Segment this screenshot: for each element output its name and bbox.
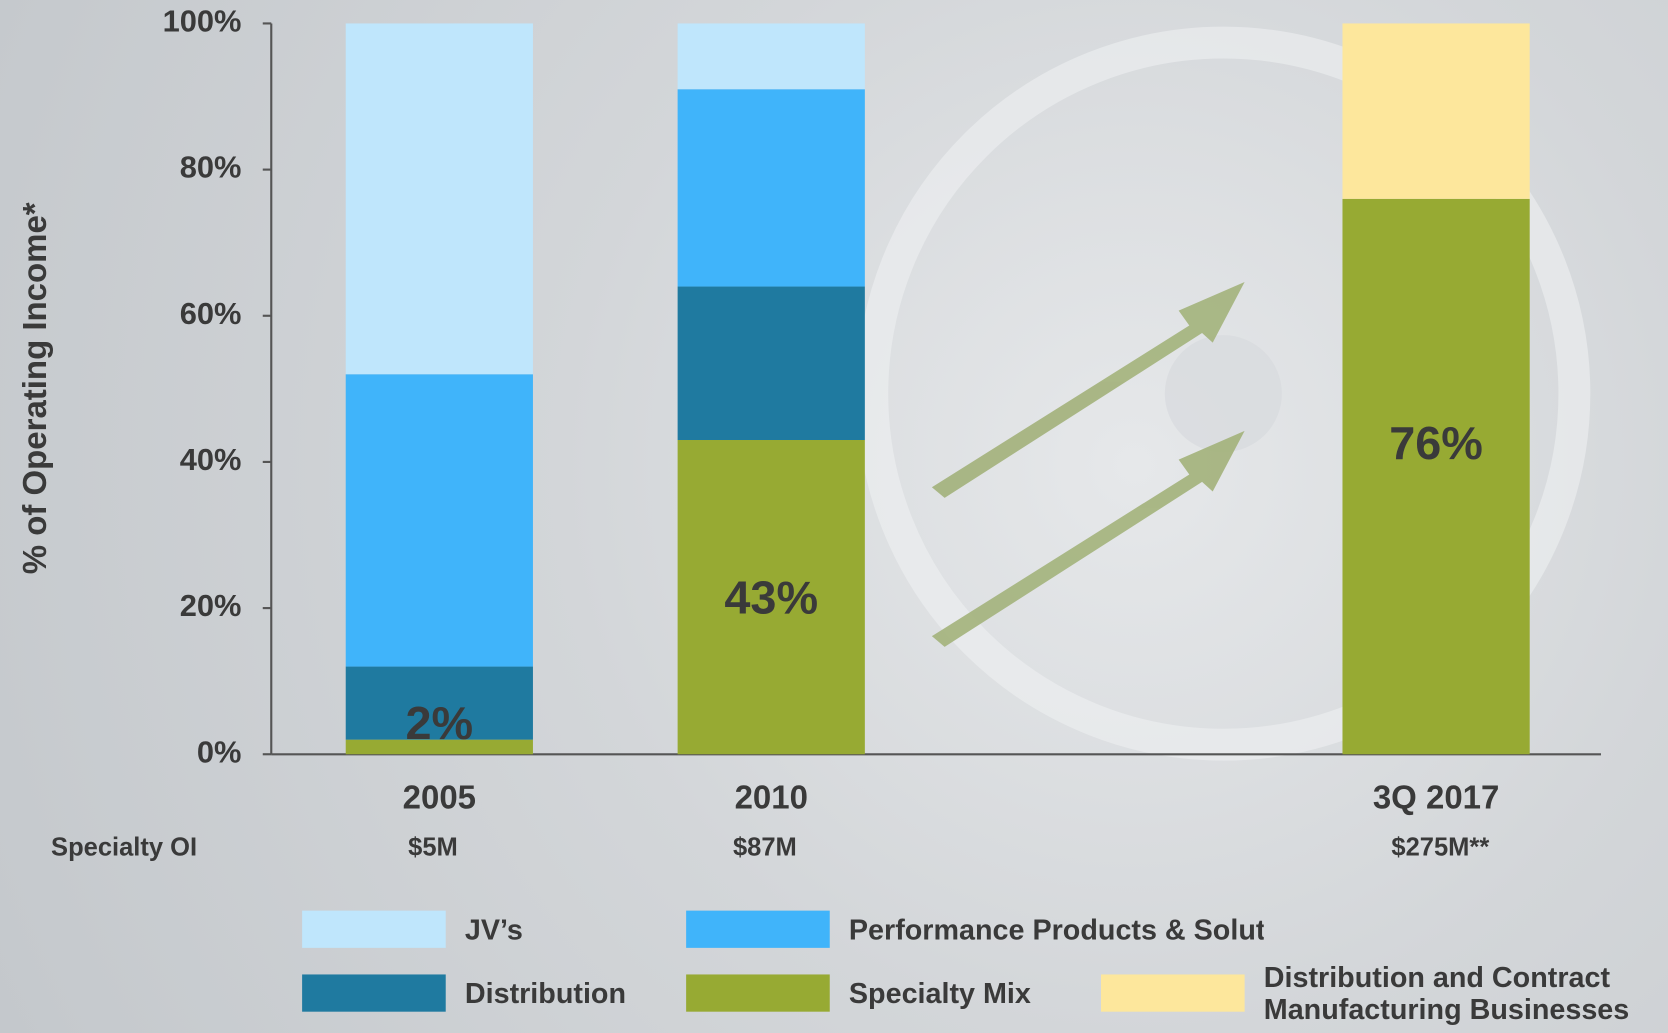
legend-swatch: [1101, 974, 1245, 1012]
legend-entry: JV’s: [464, 913, 523, 946]
bar-segment: [345, 374, 533, 667]
bar-segment: [677, 440, 865, 755]
specialty-oi: $275M**: [1391, 834, 1489, 862]
legend-label: Distribution and Contract Manufacturing …: [1263, 961, 1630, 1026]
y-tick-label: 20%: [180, 588, 242, 623]
x-tick-label: 2010: [735, 779, 808, 816]
arrow: [931, 281, 1245, 498]
value-label: 76%: [1389, 417, 1483, 469]
x-tick-label: 2005: [403, 779, 476, 816]
legend-entry: Specialty Mix: [848, 977, 1031, 1010]
legend-swatch: [302, 974, 446, 1012]
legend-label: Performance Products & Solutions: [848, 913, 1264, 946]
value-label: 43%: [724, 571, 818, 623]
background-compass-hub: [1164, 335, 1282, 453]
background-compass: [856, 26, 1591, 761]
arrow: [931, 430, 1245, 647]
legend-swatch: [302, 910, 446, 948]
legend-entry: Distribution: [464, 977, 627, 1010]
y-tick-label: 0%: [197, 734, 242, 769]
y-tick-label: 40%: [180, 442, 242, 477]
bar-segment: [345, 739, 533, 755]
y-tick-label: 80%: [180, 150, 242, 185]
value-label: 2%: [406, 697, 474, 749]
y-tick-label: 60%: [180, 296, 242, 331]
y-axis-label: % of Operating Income*: [16, 202, 53, 574]
bar-segment: [345, 23, 533, 375]
bar-segment: [1342, 23, 1530, 199]
specialty-oi: $5M: [408, 834, 458, 862]
row-label: Specialty OI: [51, 834, 197, 862]
bar-segment: [345, 666, 533, 740]
x-tick-label: 3Q 2017: [1373, 779, 1499, 816]
legend-label: JV’s: [464, 913, 523, 946]
bar-segment: [1342, 198, 1530, 755]
bar-segment: [677, 23, 865, 90]
bar-segment: [677, 89, 865, 287]
legend-label: Specialty Mix: [848, 977, 1031, 1010]
y-tick-label: 100%: [163, 4, 242, 39]
legend-entry: Performance Products & Solutions: [848, 913, 1264, 946]
legend-entry: Distribution and Contract Manufacturing …: [1263, 961, 1630, 1026]
legend-swatch: [686, 974, 830, 1012]
growth-arrows: [931, 281, 1245, 647]
bar-segment: [677, 286, 865, 441]
specialty-oi: $87M: [733, 834, 797, 862]
legend-swatch: [686, 910, 830, 948]
legend-label: Distribution: [464, 977, 627, 1010]
